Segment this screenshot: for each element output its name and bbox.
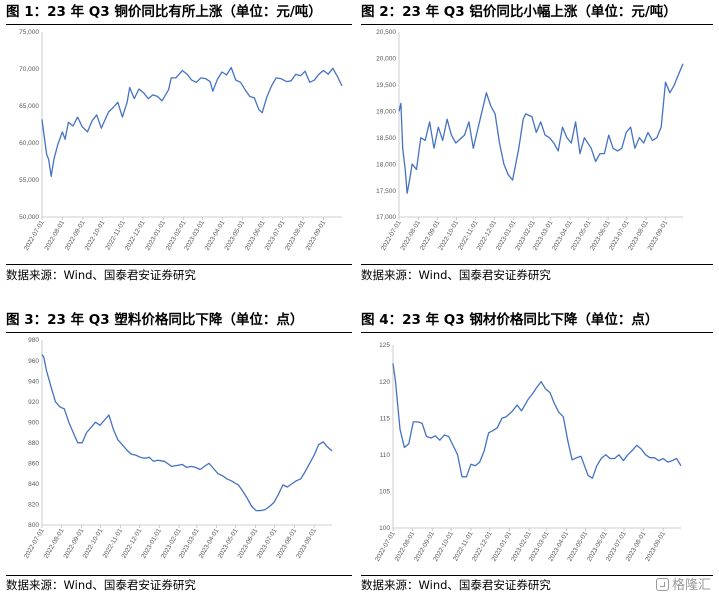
y-tick-label: 50,000	[19, 214, 39, 221]
x-tick-label: 2023-01-01	[144, 219, 167, 252]
chart-title: 图 4：23 年 Q3 钢材价格同比下降（单位：点）	[361, 312, 659, 328]
chart-panel-copper: 图 1：23 年 Q3 铜价同比有所上涨（单位：元/吨） 50,000 55,00…	[6, 0, 352, 292]
chart-panel-plastic: 图 3：23 年 Q3 塑料价格同比下降（单位：点） 800 820 840 860 8…	[6, 308, 352, 595]
y-tick-label: 55,000	[19, 177, 39, 184]
watermark-text: 格隆汇	[671, 578, 711, 593]
plot-area: 800 820 840 860 880 900 920 940 960 980 2022-07-01…	[6, 332, 352, 575]
aluminum-chart-svg: 17,000 17,500 18,000 18,500 19,000 19,500 20,0…	[376, 29, 684, 252]
chart-source: 数据来源：Wind、国泰君安证券研究	[361, 268, 551, 282]
x-tick-label: 2023-07-01	[264, 219, 287, 252]
y-tick-label: 18,000	[376, 161, 396, 168]
x-tick-label: 2022-08-01	[43, 219, 66, 252]
plot-area: 100 105 110 115 120 125 2022-07-01 2022-08-01 20…	[361, 332, 713, 575]
x-tick-label: 2023-09-01	[647, 219, 670, 252]
logo-icon	[655, 578, 669, 591]
y-tick-label: 880	[28, 440, 39, 447]
y-tick-label: 19,500	[376, 82, 396, 89]
y-tick-label: 17,500	[376, 188, 396, 195]
y-tick-label: 105	[379, 489, 390, 496]
y-tick-label: 19,000	[376, 108, 396, 115]
title-rule	[361, 24, 713, 25]
x-tick-label: 2022-10-01	[84, 219, 107, 252]
source-rule	[6, 575, 352, 576]
chart-source: 数据来源：Wind、国泰君安证券研究	[6, 578, 196, 592]
y-tick-label: 115	[380, 415, 391, 422]
x-tick-label: 2022-09-01	[64, 219, 87, 252]
x-tick-label: 2023-05-01	[223, 219, 246, 252]
y-tick-label: 125	[379, 342, 390, 349]
y-tick-label: 20,500	[376, 29, 396, 36]
y-tick-label: 110	[380, 452, 391, 459]
title-rule	[6, 332, 352, 333]
chart-source: 数据来源：Wind、国泰君安证券研究	[361, 578, 551, 592]
watermark: 格隆汇	[655, 574, 711, 593]
x-tick-label: 2023-09-01	[295, 527, 318, 560]
y-tick-label: 60,000	[19, 140, 39, 147]
copper-chart-svg: 50,000 55,000 60,000 65,000 70,000 75,000 2022…	[19, 29, 343, 252]
y-tick-label: 980	[28, 337, 39, 344]
x-tick-label: 2023-09-01	[644, 530, 667, 563]
series-line	[392, 363, 682, 479]
y-tick-label: 820	[28, 502, 39, 509]
y-tick-label: 100	[379, 525, 390, 532]
source-rule	[361, 264, 713, 265]
y-tick-label: 800	[28, 522, 39, 529]
y-tick-label: 18,500	[376, 135, 396, 142]
y-tick-label: 65,000	[19, 103, 39, 110]
y-tick-label: 120	[379, 379, 390, 386]
series-line	[398, 63, 684, 194]
source-rule	[6, 264, 352, 265]
x-tick-label: 2023-06-01	[244, 219, 267, 252]
y-tick-label: 75,000	[19, 29, 39, 36]
chart-source: 数据来源：Wind、国泰君安证券研究	[6, 268, 196, 282]
series-line	[41, 354, 333, 512]
title-rule	[6, 24, 352, 25]
chart-title: 图 2：23 年 Q3 铝价同比小幅上涨（单位：元/吨）	[361, 4, 677, 20]
steel-chart-svg: 1001051101151201252022-07-012022-08-0120…	[374, 342, 682, 563]
y-tick-label: 70,000	[19, 66, 39, 73]
plot-area: 50,000 55,000 60,000 65,000 70,000 75,000 2022…	[6, 24, 352, 264]
x-tick-label: 2022-11-01	[104, 219, 127, 251]
y-tick-label: 900	[28, 419, 39, 426]
chart-panel-steel: 图 4：23 年 Q3 钢材价格同比下降（单位：点） 100 105 110 115 1…	[361, 308, 713, 595]
chart-title: 图 3：23 年 Q3 塑料价格同比下降（单位：点）	[6, 312, 304, 328]
source-rule	[361, 575, 713, 576]
series-line	[41, 66, 343, 177]
chart-panel-aluminum: 图 2：23 年 Q3 铝价同比小幅上涨（单位：元/吨） 17,000 17,50…	[361, 0, 713, 292]
y-tick-label: 960	[28, 358, 39, 365]
y-tick-label: 940	[28, 378, 39, 385]
y-tick-label: 920	[28, 399, 39, 406]
x-tick-label: 2022-07-01	[23, 219, 46, 252]
title-rule	[361, 332, 713, 333]
y-tick-label: 860	[28, 461, 39, 468]
x-tick-label: 2023-04-01	[204, 219, 227, 252]
plastic-chart-svg: 8008208408608809009209409609802022-07-01…	[23, 337, 333, 560]
x-tick-label: 2022-12-01	[124, 219, 147, 252]
y-tick-label: 840	[28, 481, 39, 488]
y-tick-label: 17,000	[376, 214, 396, 221]
chart-title: 图 1：23 年 Q3 铜价同比有所上涨（单位：元/吨）	[6, 4, 322, 20]
x-tick-label: 2023-09-01	[305, 219, 328, 252]
y-tick-label: 20,000	[376, 56, 396, 63]
plot-area: 17,000 17,500 18,000 18,500 19,000 19,500 20,0…	[361, 24, 713, 264]
x-tick-label: 2023-08-01	[284, 219, 307, 252]
